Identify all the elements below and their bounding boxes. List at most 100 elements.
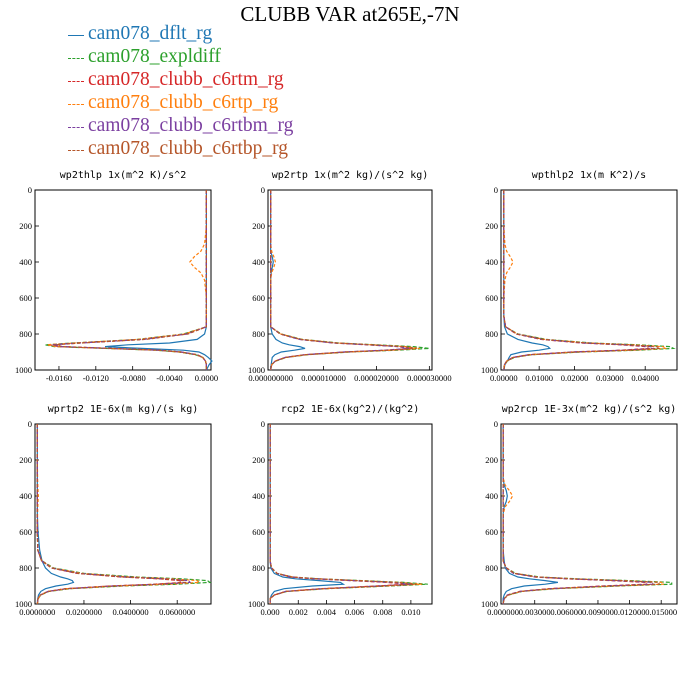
y-tick-label: 0: [28, 419, 32, 429]
x-tick-label: 0.015000: [645, 607, 677, 617]
y-tick-label: 1000: [248, 365, 265, 375]
y-tick-label: 0: [494, 419, 498, 429]
panel-title: rcp2 1E-6x(kg^2)/(kg^2): [281, 404, 419, 415]
plot-frame: [500, 423, 678, 605]
y-tick-label: 600: [485, 293, 498, 303]
y-tick-label: 600: [252, 293, 265, 303]
y-tick-label: 600: [252, 527, 265, 537]
x-tick-label: 0.000020000: [354, 373, 399, 383]
x-tick-label: -0.0080: [120, 373, 146, 383]
legend-line: [68, 35, 84, 36]
series-line: [270, 190, 420, 371]
y-tick-label: 200: [252, 221, 265, 231]
x-tick-label: 0.002: [289, 607, 308, 617]
series-line: [36, 424, 187, 605]
y-tick-label: 200: [252, 455, 265, 465]
series-line: [503, 190, 657, 371]
x-tick-label: 0.0000: [195, 373, 218, 383]
legend-line: [68, 150, 84, 151]
x-tick-label: 0.01000: [525, 373, 553, 383]
y-tick-label: 800: [252, 563, 265, 573]
y-tick-label: 0: [261, 419, 265, 429]
x-tick-label: 0.006000: [550, 607, 582, 617]
x-tick-label: 0.004: [317, 607, 337, 617]
x-tick-label: 0.010: [401, 607, 420, 617]
y-tick-label: 600: [485, 527, 498, 537]
series-line: [503, 190, 552, 371]
plot-frame: [267, 189, 433, 371]
x-tick-label: 0.04000: [631, 373, 659, 383]
y-tick-label: 800: [485, 563, 498, 573]
series-line: [269, 424, 417, 604]
x-tick-label: 0.003000: [519, 607, 551, 617]
x-tick-label: -0.0040: [156, 373, 182, 383]
x-tick-label: 0.0000000: [19, 607, 55, 617]
profile-panel: rcp2 1E-6x(kg^2)/(kg^2) 0 200 400 600 800 1000…: [248, 404, 433, 617]
x-tick-label: 0.006: [345, 607, 364, 617]
x-tick-label: 0.03000: [596, 373, 624, 383]
y-tick-label: 800: [252, 329, 265, 339]
panel-title: wp2thlp 1x(m^2 K)/s^2: [60, 170, 186, 181]
series-line: [36, 424, 75, 605]
y-tick-label: 1000: [15, 599, 32, 609]
y-tick-label: 600: [19, 293, 32, 303]
x-tick-label: 0.000000000: [248, 373, 293, 383]
x-tick-label: 0.000010000: [301, 373, 346, 383]
y-tick-label: 1000: [15, 365, 32, 375]
y-tick-label: 400: [19, 257, 32, 267]
x-tick-label: 0.008: [373, 607, 392, 617]
plot-frame: [267, 423, 433, 605]
series-line: [270, 190, 417, 371]
series-line: [46, 190, 207, 370]
x-tick-label: 0.0400000: [113, 607, 149, 617]
series-line: [104, 190, 213, 371]
x-tick-label: 0.009000: [582, 607, 614, 617]
series-line: [54, 190, 207, 370]
x-tick-label: 0.012000: [614, 607, 646, 617]
series-line: [502, 424, 664, 605]
profile-panel: wp2rtp 1x(m^2 kg)/(s^2 kg) 0 200 400 600 800 1…: [248, 170, 452, 383]
y-tick-label: 1000: [481, 365, 498, 375]
x-tick-label: -0.0160: [46, 373, 72, 383]
y-tick-label: 800: [19, 329, 32, 339]
legend-label: cam078_dflt_rg: [88, 23, 213, 44]
series-line: [502, 424, 660, 605]
y-tick-label: 0: [28, 185, 32, 195]
x-tick-label: 0.000000: [487, 607, 519, 617]
legend-line: [68, 58, 84, 59]
y-tick-label: 1000: [248, 599, 265, 609]
y-tick-label: 200: [19, 221, 32, 231]
legend-label: cam078_clubb_c6rtp_rg: [88, 92, 279, 113]
x-tick-label: 0.0200000: [66, 607, 102, 617]
legend-label: cam078_expldiff: [88, 46, 221, 67]
series-line: [269, 424, 346, 604]
profile-panel: wpthlp2 1x(m K^2)/s 0 200 400 600 800 10000.00…: [481, 170, 678, 383]
series-line: [502, 424, 654, 605]
y-tick-label: 400: [485, 491, 498, 501]
series-line: [503, 190, 651, 371]
series-line: [502, 424, 648, 605]
legend-line: [68, 127, 84, 128]
panel-title: wp2rtp 1x(m^2 kg)/(s^2 kg): [272, 170, 429, 181]
x-tick-label: 0.000: [261, 607, 280, 617]
y-tick-label: 400: [252, 491, 265, 501]
plot-frame: [500, 189, 678, 371]
series-line: [270, 190, 430, 371]
x-tick-label: -0.0120: [83, 373, 109, 383]
legend-line: [68, 81, 84, 82]
profile-panel: wp2rcp 1E-3x(m^2 kg)/(s^2 kg) 0 200 400 600 8…: [481, 404, 678, 617]
profile-panel: wp2thlp 1x(m^2 K)/s^2 0 200 400 600 800 1000 -0…: [15, 170, 218, 383]
y-tick-label: 1000: [481, 599, 498, 609]
y-tick-label: 600: [19, 527, 32, 537]
legend-label: cam078_clubb_c6rtm_rg: [88, 69, 284, 90]
y-tick-label: 0: [261, 185, 265, 195]
series-line: [503, 190, 663, 371]
x-tick-label: 0.000030000: [407, 373, 452, 383]
plot-frame: [34, 189, 212, 371]
y-tick-label: 200: [485, 455, 498, 465]
x-tick-label: 0.02000: [561, 373, 589, 383]
series-line: [502, 424, 673, 605]
panel-title: wp2rcp 1E-3x(m^2 kg)/(s^2 kg): [502, 404, 677, 415]
y-tick-label: 0: [494, 185, 498, 195]
